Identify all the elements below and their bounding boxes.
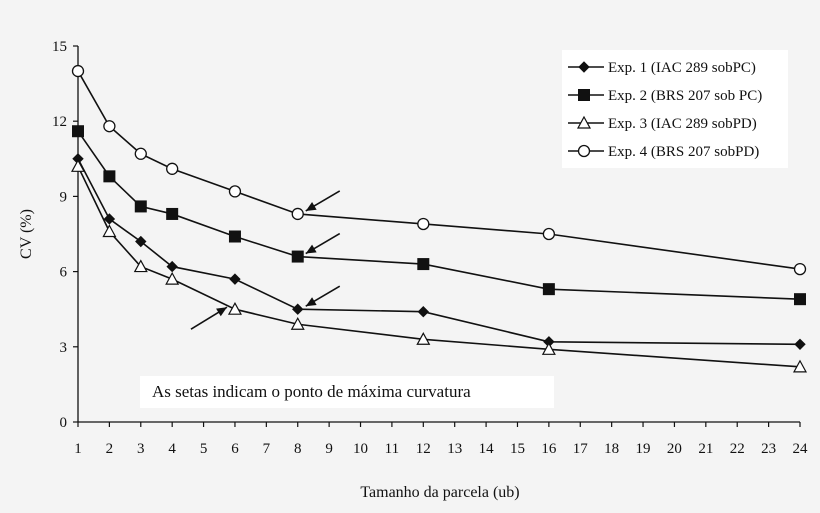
curvature-arrow (305, 190, 341, 212)
x-tick-label: 16 (541, 441, 557, 457)
x-tick-label: 8 (294, 441, 302, 457)
data-point (103, 213, 116, 225)
data-point (72, 125, 84, 138)
x-tick-label: 14 (479, 441, 495, 457)
data-point (416, 332, 431, 345)
x-tick-label: 21 (698, 441, 713, 457)
x-tick-label: 12 (416, 441, 431, 457)
legend: Exp. 1 (IAC 289 sobPC) Exp. 2 (BRS 207 so… (562, 50, 788, 168)
x-tick-label: 11 (385, 441, 399, 457)
legend-marker (578, 61, 590, 73)
data-point (291, 207, 304, 221)
data-point (541, 342, 556, 355)
axes: 1 2 3 4 5 6 7 8 9 10 11 12 13 14 15 16 17 18 19 20 21 22 23 240… (52, 39, 808, 457)
data-point (71, 64, 85, 78)
series-line (77, 158, 801, 346)
data-point (792, 359, 808, 373)
legend-item-2: Exp. 2 (BRS 207 sob PC) (568, 88, 762, 104)
series-1 (72, 153, 806, 351)
legend-item-1: Exp. 1 (IAC 289 sobPC) (568, 60, 756, 76)
data-point (166, 162, 179, 175)
x-tick-label: 5 (200, 441, 208, 457)
data-point (165, 271, 180, 285)
data-point (292, 303, 304, 315)
y-tick-label: 12 (52, 114, 67, 130)
x-tick-label: 7 (263, 441, 271, 457)
y-tick-label: 3 (60, 340, 68, 356)
y-tick-label: 0 (60, 415, 68, 431)
x-tick-label: 2 (106, 441, 114, 457)
data-point (542, 227, 556, 241)
data-point (417, 217, 430, 231)
series-4 (71, 64, 807, 276)
data-point (228, 230, 241, 243)
x-tick-label: 4 (168, 441, 176, 457)
legend-item-3: Exp. 3 (IAC 289 sobPD) (568, 115, 757, 132)
legend-label: Exp. 4 (BRS 207 sobPD) (608, 144, 759, 160)
x-tick-label: 24 (793, 441, 809, 457)
data-point (135, 235, 147, 248)
data-point (794, 338, 806, 351)
data-point (291, 250, 304, 263)
curvature-arrow (190, 306, 228, 330)
x-tick-label: 3 (137, 441, 145, 457)
data-point (102, 224, 117, 238)
y-tick-label: 6 (60, 265, 68, 281)
data-point (134, 200, 147, 213)
annotation-note: As setas indicam o ponto de máxima curva… (140, 376, 554, 408)
data-point (133, 259, 148, 273)
data-point (793, 262, 807, 276)
data-point (227, 301, 242, 315)
legend-label: Exp. 1 (IAC 289 sobPC) (608, 60, 756, 76)
x-tick-label: 17 (573, 441, 589, 457)
y-tick-label: 9 (60, 189, 68, 205)
y-tick-label: 15 (52, 39, 67, 55)
series-2 (72, 125, 806, 306)
arrows-layer (190, 190, 341, 330)
legend-item-4: Exp. 4 (BRS 207 sobPD) (568, 144, 759, 160)
data-point (103, 170, 116, 183)
curvature-arrow (305, 285, 341, 307)
x-tick-label: 10 (353, 441, 368, 457)
data-point (794, 293, 806, 306)
x-tick-label: 1 (74, 441, 82, 457)
x-tick-label: 23 (761, 441, 776, 457)
data-point (290, 316, 305, 330)
x-tick-label: 20 (667, 441, 682, 457)
x-tick-label: 13 (447, 441, 462, 457)
x-tick-label: 9 (325, 441, 333, 457)
series-3 (70, 159, 808, 373)
data-point (228, 185, 242, 198)
legend-label: Exp. 3 (IAC 289 sobPD) (608, 116, 757, 132)
legend-marker (577, 144, 591, 158)
data-point (417, 305, 430, 318)
legend-label: Exp. 2 (BRS 207 sob PC) (608, 88, 762, 104)
data-point (134, 147, 147, 160)
data-point (166, 260, 178, 273)
x-tick-label: 22 (730, 441, 745, 457)
series-layer (70, 64, 808, 373)
x-tick-label: 15 (510, 441, 525, 457)
data-point (166, 207, 179, 220)
data-point (542, 283, 555, 296)
legend-marker (578, 89, 590, 101)
x-tick-label: 6 (231, 441, 239, 457)
x-tick-label: 19 (636, 441, 651, 457)
data-point (103, 120, 116, 133)
data-point (229, 273, 241, 285)
data-point (70, 159, 86, 172)
curvature-arrow (305, 232, 341, 255)
legend-marker (576, 115, 592, 129)
y-axis-label: CV (%) (18, 209, 35, 259)
x-axis-label: Tamanho da parcela (ub) (360, 484, 519, 501)
data-point (417, 258, 430, 271)
x-tick-label: 18 (604, 441, 619, 457)
